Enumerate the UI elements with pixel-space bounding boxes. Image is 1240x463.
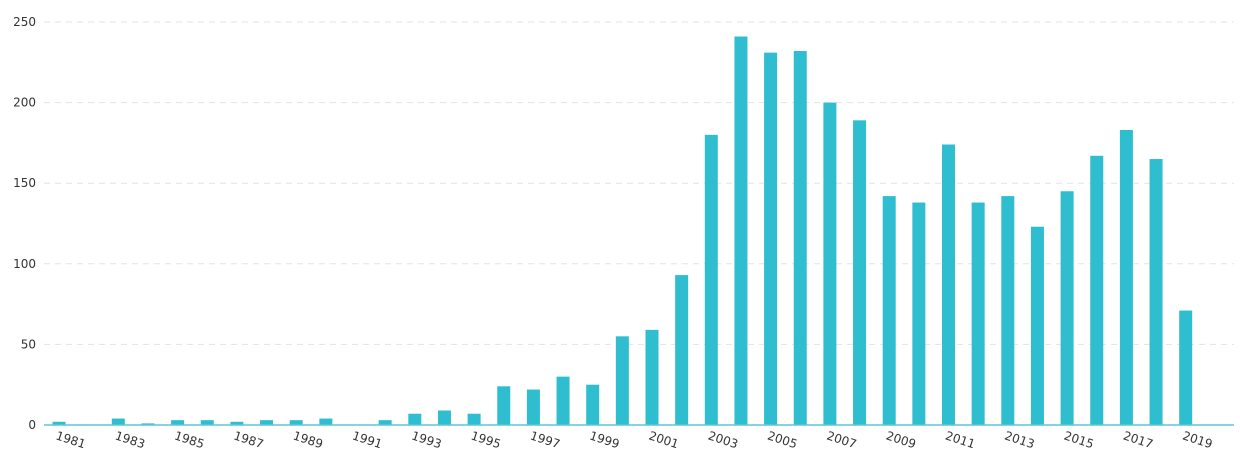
x-tick-label: 1993 [410,429,443,452]
bar-1996[interactable] [497,386,511,425]
x-tick-label: 1999 [588,429,621,452]
bar-2005[interactable] [764,52,778,426]
bar-2000[interactable] [615,336,629,425]
x-tick-label: 2015 [1062,429,1095,452]
bar-1983[interactable] [111,418,125,425]
gridlines [44,21,1234,345]
x-tick-label: 1985 [173,429,206,452]
x-tick-label: 2005 [766,429,799,452]
x-tick-label: 1983 [113,429,146,452]
bar-2001[interactable] [645,329,659,425]
x-tick-label: 1987 [232,429,265,452]
y-tick-label: 250 [13,15,36,29]
bar-2002[interactable] [675,275,689,425]
x-tick-label: 2013 [1003,429,1036,452]
bar-1994[interactable] [437,410,451,425]
x-tick-label: 1989 [291,429,324,452]
bar-2010[interactable] [912,202,926,425]
bar-2006[interactable] [793,51,807,426]
bar-1990[interactable] [319,418,333,425]
bar-1995[interactable] [467,413,481,425]
y-tick-label: 150 [13,176,36,190]
bar-2016[interactable] [1090,155,1104,425]
bar-2013[interactable] [1001,196,1015,425]
x-tick-label: 2007 [825,429,858,452]
bar-1984[interactable] [141,423,155,425]
bar-2009[interactable] [882,196,896,425]
y-tick-label: 100 [13,257,36,271]
bar-2004[interactable] [734,36,748,426]
y-tick-label: 200 [13,96,36,110]
x-axis-ticks: 1981 1983 1985 1987 1989 1991 1993 1995 1997 1999… [54,429,1214,452]
x-tick-label: 2003 [706,429,739,452]
bar-1985[interactable] [171,420,185,425]
y-tick-label: 50 [21,337,36,351]
bar-2011[interactable] [942,144,955,425]
bar-2015[interactable] [1060,191,1074,425]
x-tick-label: 2009 [884,429,917,452]
bar-1992[interactable] [378,420,392,425]
x-tick-label: 2011 [944,429,977,452]
bar-1997[interactable] [526,389,540,425]
bar-1981[interactable] [52,421,66,425]
x-tick-label: 2001 [647,429,680,452]
bar-2019[interactable] [1179,310,1193,425]
bar-2007[interactable] [823,102,837,425]
bar-1998[interactable] [556,376,570,425]
bars [52,36,1193,426]
bar-2012[interactable] [971,202,985,425]
bar-2014[interactable] [1030,226,1044,425]
bar-1986[interactable] [200,420,214,425]
x-tick-label: 1997 [528,429,561,452]
bar-2018[interactable] [1149,159,1163,425]
bar-1987[interactable] [230,421,244,425]
x-tick-label: 2017 [1121,429,1154,452]
y-tick-label: 0 [28,418,36,432]
bar-1988[interactable] [260,420,274,425]
bar-1993[interactable] [408,413,422,425]
y-axis-ticks: 0 50 100 150 200 250 [13,15,36,432]
bar-2017[interactable] [1119,130,1133,425]
bar-2003[interactable] [704,134,718,425]
x-tick-label: 1981 [54,429,87,452]
bar-2008[interactable] [853,120,867,425]
bar-1989[interactable] [289,420,303,425]
bar-1999[interactable] [586,384,600,425]
x-tick-label: 1991 [351,429,384,452]
x-tick-label: 2019 [1181,429,1214,452]
x-tick-label: 1995 [469,429,502,452]
